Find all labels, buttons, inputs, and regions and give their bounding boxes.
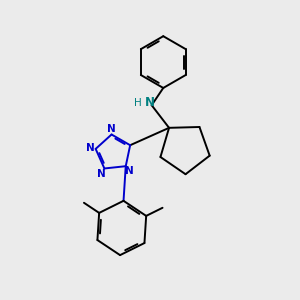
Text: N: N: [145, 96, 155, 109]
Text: H: H: [134, 98, 142, 108]
Text: N: N: [85, 143, 94, 153]
Text: N: N: [106, 124, 115, 134]
Text: N: N: [125, 166, 134, 176]
Text: N: N: [97, 169, 106, 178]
